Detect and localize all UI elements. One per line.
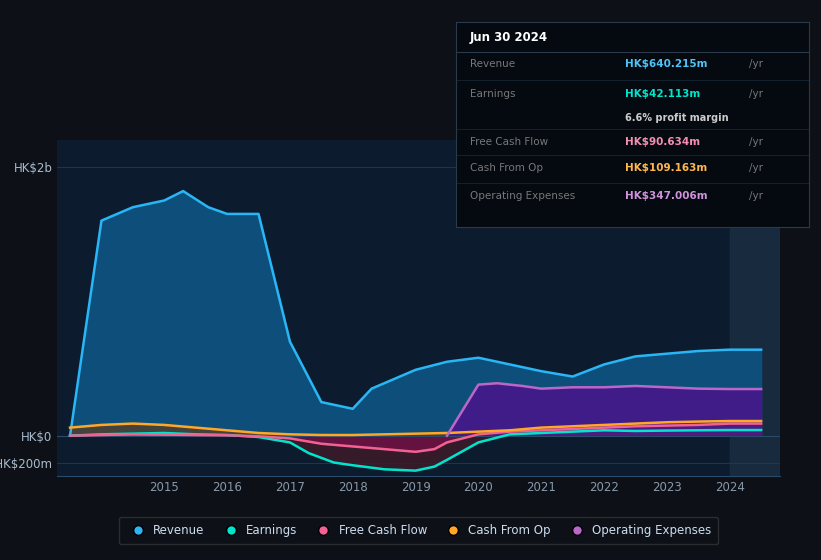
Text: HK$640.215m: HK$640.215m (625, 59, 708, 69)
Text: Earnings: Earnings (470, 89, 516, 99)
Text: HK$109.163m: HK$109.163m (625, 164, 708, 174)
Bar (730, 140, 792, 476)
Text: HK$42.113m: HK$42.113m (625, 89, 700, 99)
Text: Revenue: Revenue (470, 59, 515, 69)
Text: /yr: /yr (749, 191, 763, 201)
Text: /yr: /yr (749, 89, 763, 99)
Text: Jun 30 2024: Jun 30 2024 (470, 31, 548, 44)
Text: /yr: /yr (749, 164, 763, 174)
Text: /yr: /yr (749, 137, 763, 147)
Text: 6.6% profit margin: 6.6% profit margin (625, 113, 729, 123)
Text: HK$90.634m: HK$90.634m (625, 137, 700, 147)
Text: Operating Expenses: Operating Expenses (470, 191, 575, 201)
Text: /yr: /yr (749, 59, 763, 69)
Text: Free Cash Flow: Free Cash Flow (470, 137, 548, 147)
Legend: Revenue, Earnings, Free Cash Flow, Cash From Op, Operating Expenses: Revenue, Earnings, Free Cash Flow, Cash … (119, 517, 718, 544)
Text: Cash From Op: Cash From Op (470, 164, 543, 174)
Text: HK$347.006m: HK$347.006m (625, 191, 708, 201)
